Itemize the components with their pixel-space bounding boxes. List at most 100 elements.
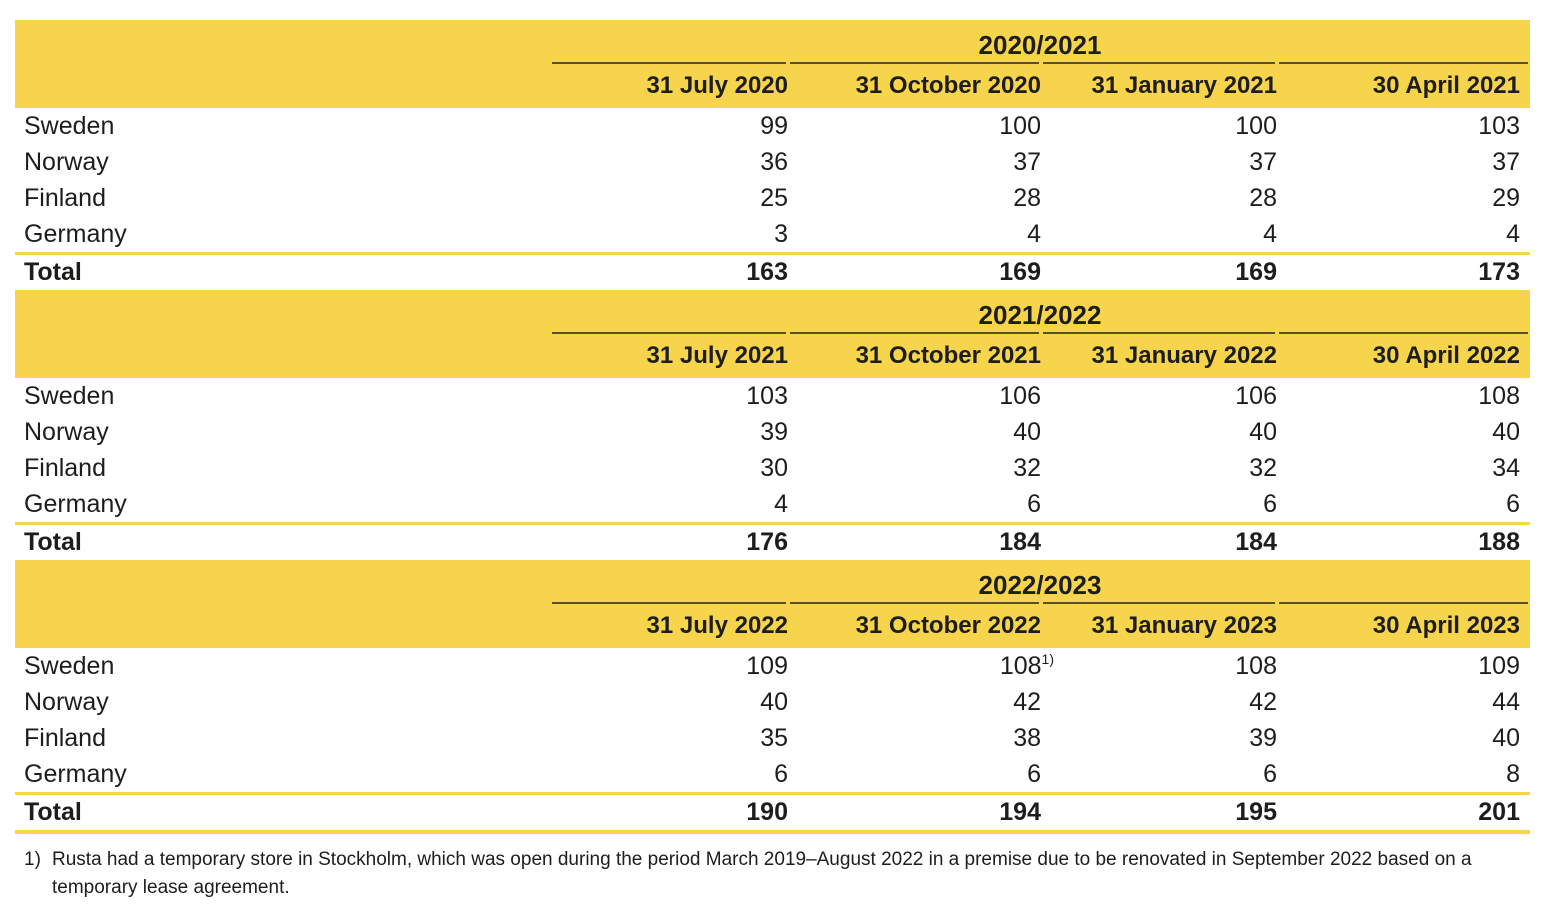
total-value: 173	[1478, 258, 1520, 286]
cell-value: 109	[1478, 651, 1520, 680]
column-header: 31 October 2021	[855, 342, 1041, 369]
cell-value: 37	[1013, 147, 1041, 176]
total-value: 201	[1478, 798, 1520, 826]
cell-value: 32	[1249, 453, 1277, 482]
table-bottom-line	[15, 830, 1530, 834]
cell-value: 42	[1013, 687, 1041, 716]
underline-segment	[1279, 62, 1528, 64]
table-row: Sweden 99 100 100 103	[15, 108, 1530, 144]
total-separator-line	[15, 792, 1530, 795]
header-spacer	[15, 560, 550, 602]
column-header: 31 July 2021	[646, 342, 788, 369]
row-label: Sweden	[24, 651, 115, 680]
column-header: 30 April 2022	[1372, 342, 1520, 369]
underline-segment	[552, 602, 786, 604]
cell-value: 39	[760, 417, 788, 446]
total-label: Total	[24, 528, 82, 556]
cell-value: 3	[774, 219, 788, 248]
cell-value: 32	[1013, 453, 1041, 482]
cell-value: 4	[1506, 219, 1520, 248]
total-value: 184	[1235, 528, 1277, 556]
underline-segment	[1279, 332, 1528, 334]
cell-value: 6	[1263, 489, 1277, 518]
column-header: 31 July 2020	[646, 72, 788, 99]
table-row: Germany 6 6 6 8	[15, 756, 1530, 792]
cell-value: 6	[1027, 759, 1041, 788]
table-row: Germany 3 4 4 4	[15, 216, 1530, 252]
fiscal-year-title: 2020/2021	[978, 29, 1102, 60]
row-label: Germany	[24, 489, 127, 518]
column-header: 30 April 2021	[1372, 72, 1520, 99]
underline-segment	[1043, 602, 1275, 604]
total-value: 184	[999, 528, 1041, 556]
underline-segment	[790, 62, 1039, 64]
underline-segment	[790, 332, 1039, 334]
total-label: Total	[24, 798, 82, 826]
cell-value-with-footnote: 1081)	[788, 651, 1054, 681]
cell-value: 106	[1235, 381, 1277, 410]
cell-value: 108	[999, 651, 1042, 680]
table-row: Sweden 109 1081) 108 109	[15, 648, 1530, 684]
total-row: Total 190 194 195 201	[15, 795, 1530, 830]
row-label: Norway	[24, 147, 109, 176]
cell-value: 40	[1492, 417, 1520, 446]
row-label: Finland	[24, 183, 106, 212]
underline-segment	[1279, 602, 1528, 604]
total-value: 163	[746, 258, 788, 286]
cell-value: 36	[760, 147, 788, 176]
cell-value: 6	[774, 759, 788, 788]
total-label: Total	[24, 258, 82, 286]
cell-value: 34	[1492, 453, 1520, 482]
cell-value: 37	[1492, 147, 1520, 176]
cell-value: 38	[1013, 723, 1041, 752]
table-row: Finland 30 32 32 34	[15, 450, 1530, 486]
table-row: Norway 39 40 40 40	[15, 414, 1530, 450]
cell-value: 6	[1263, 759, 1277, 788]
table-row: Germany 4 6 6 6	[15, 486, 1530, 522]
cell-value: 37	[1249, 147, 1277, 176]
footnote-marker-sup: 1)	[1041, 651, 1054, 668]
cell-value: 40	[1249, 417, 1277, 446]
cell-value: 39	[1249, 723, 1277, 752]
cell-value: 99	[760, 111, 788, 140]
row-label: Finland	[24, 453, 106, 482]
cell-value: 30	[760, 453, 788, 482]
cell-value: 103	[1478, 111, 1520, 140]
column-header: 30 April 2023	[1372, 612, 1520, 639]
header-underline	[15, 62, 1530, 64]
row-label: Sweden	[24, 381, 115, 410]
underline-segment	[790, 602, 1039, 604]
header-spacer	[15, 332, 550, 334]
cell-value: 108	[1478, 381, 1520, 410]
header-underline	[15, 602, 1530, 604]
total-value: 188	[1478, 528, 1520, 556]
header-underline	[15, 332, 1530, 334]
header-spacer	[15, 62, 550, 64]
cell-value: 4	[1263, 219, 1277, 248]
column-header: 31 October 2020	[855, 72, 1041, 99]
cell-value: 40	[1013, 417, 1041, 446]
header-spacer	[15, 602, 550, 604]
table-row: Finland 25 28 28 29	[15, 180, 1530, 216]
cell-value: 40	[1492, 723, 1520, 752]
footnote-text: Rusta had a temporary store in Stockholm…	[52, 849, 1472, 898]
total-row: Total 176 184 184 188	[15, 525, 1530, 560]
cell-value: 6	[1027, 489, 1041, 518]
column-header: 31 January 2023	[1091, 612, 1277, 639]
total-value: 190	[746, 798, 788, 826]
total-separator-line	[15, 252, 1530, 255]
underline-segment	[1043, 62, 1275, 64]
total-separator-line	[15, 522, 1530, 525]
column-header: 31 July 2022	[646, 612, 788, 639]
cell-value: 40	[760, 687, 788, 716]
header-spacer	[15, 290, 550, 332]
row-label: Sweden	[24, 111, 115, 140]
cell-value: 42	[1249, 687, 1277, 716]
footnote-marker: 1)	[24, 849, 41, 870]
store-count-table: 2020/2021 31 July 2020 31 October 2020 3…	[15, 20, 1530, 902]
row-label: Finland	[24, 723, 106, 752]
fiscal-year-title: 2022/2023	[978, 569, 1102, 600]
cell-value: 108	[1235, 651, 1277, 680]
cell-value: 8	[1506, 759, 1520, 788]
table-row: Norway 40 42 42 44	[15, 684, 1530, 720]
